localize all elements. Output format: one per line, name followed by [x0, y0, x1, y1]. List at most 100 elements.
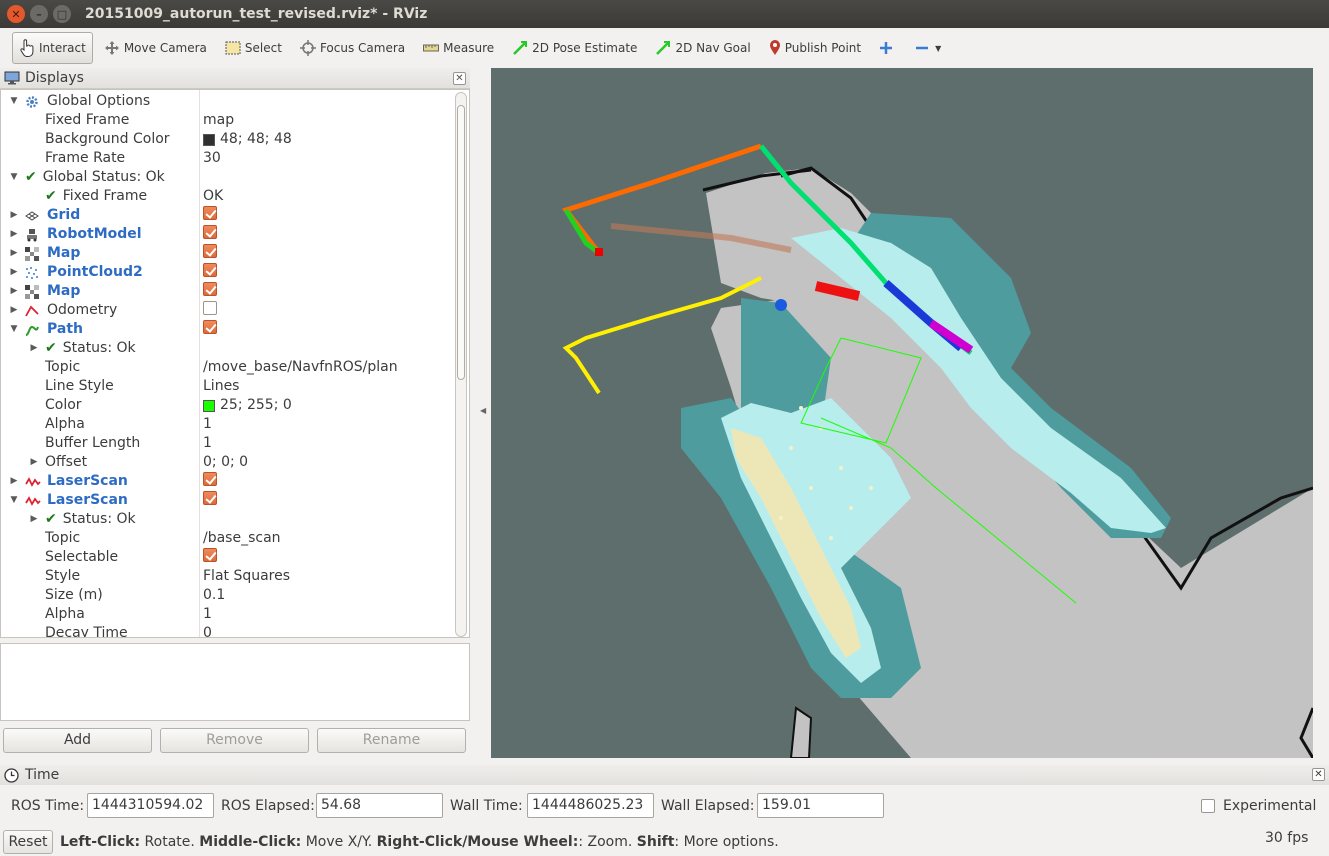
row-value[interactable]: 1: [203, 435, 212, 451]
tree-row-path-topic[interactable]: Topic /move_base/NavfnROS/plan: [1, 358, 455, 377]
row-value[interactable]: 1: [203, 606, 212, 622]
row-value[interactable]: /move_base/NavfnROS/plan: [203, 359, 398, 375]
wall-time-field[interactable]: 1444486025.23: [527, 793, 654, 818]
tree-row-frame-rate[interactable]: Frame Rate 30: [1, 149, 455, 168]
rename-display-button[interactable]: Rename: [317, 728, 466, 753]
enabled-checkbox[interactable]: [203, 244, 217, 258]
select-tool-button[interactable]: Select: [218, 32, 289, 64]
minimize-window-button[interactable]: –: [30, 5, 48, 23]
ros-elapsed-field[interactable]: 54.68: [316, 793, 443, 818]
row-label: Alpha: [45, 416, 85, 432]
tree-row-offset[interactable]: ▶ Offset 0; 0; 0: [1, 453, 455, 472]
tree-row-size[interactable]: Size (m) 0.1: [1, 586, 455, 605]
tree-row-path[interactable]: ▼ Path: [1, 320, 455, 339]
row-value[interactable]: 0.1: [203, 587, 226, 603]
pose-estimate-tool-button[interactable]: 2D Pose Estimate: [505, 32, 644, 64]
row-value[interactable]: 0: [203, 625, 212, 638]
close-panel-icon[interactable]: ✕: [1312, 768, 1325, 781]
reset-button[interactable]: Reset: [3, 830, 53, 854]
collapse-arrow-icon[interactable]: ▶: [30, 343, 38, 353]
collapse-arrow-icon[interactable]: ▶: [10, 476, 18, 486]
collapse-arrow-icon[interactable]: ▶: [10, 286, 18, 296]
tree-row-laserscan[interactable]: ▶ LaserScan: [1, 472, 455, 491]
publish-point-tool-button[interactable]: Publish Point: [762, 32, 868, 64]
row-value[interactable]: 1: [203, 416, 212, 432]
enabled-checkbox[interactable]: [203, 263, 217, 277]
tree-row-global-status[interactable]: ▼ ✔ Global Status: Ok: [1, 168, 455, 187]
row-value[interactable]: Flat Squares: [203, 568, 291, 584]
displays-scrollbar[interactable]: [455, 92, 467, 637]
nav-goal-tool-button[interactable]: 2D Nav Goal: [648, 32, 757, 64]
enabled-checkbox[interactable]: [203, 301, 217, 315]
tree-row-fixed-frame[interactable]: Fixed Frame map: [1, 111, 455, 130]
interact-tool-button[interactable]: Interact: [12, 32, 93, 64]
enabled-checkbox[interactable]: [203, 472, 217, 486]
tree-row-laserscan-topic[interactable]: Topic /base_scan: [1, 529, 455, 548]
enabled-checkbox[interactable]: [203, 491, 217, 505]
collapse-arrow-icon[interactable]: ▶: [10, 229, 18, 239]
row-value[interactable]: 0; 0; 0: [203, 454, 249, 470]
collapse-arrow-icon[interactable]: ▶: [30, 514, 38, 524]
expand-arrow-icon[interactable]: ▼: [10, 495, 18, 505]
remove-display-button[interactable]: Remove: [160, 728, 309, 753]
close-window-button[interactable]: ✕: [7, 5, 25, 23]
row-value[interactable]: /base_scan: [203, 530, 281, 546]
remove-tool-menu[interactable]: ▼: [908, 32, 948, 64]
3d-render-viewport[interactable]: [491, 68, 1313, 758]
tree-row-path-status[interactable]: ▶ ✔ Status: Ok: [1, 339, 455, 358]
expand-arrow-icon[interactable]: ▼: [10, 324, 18, 334]
add-tool-button[interactable]: [872, 32, 904, 64]
gear-icon: [26, 95, 38, 108]
measure-tool-button[interactable]: Measure: [416, 32, 501, 64]
tree-row-map[interactable]: ▶ Map: [1, 244, 455, 263]
tree-row-line-style[interactable]: Line Style Lines: [1, 377, 455, 396]
expand-arrow-icon[interactable]: ▼: [10, 172, 18, 182]
nav-plan-path: [800, 337, 1077, 604]
tree-row-style[interactable]: Style Flat Squares: [1, 567, 455, 586]
tree-row-selectable[interactable]: Selectable: [1, 548, 455, 567]
tree-row-robot-model[interactable]: ▶ RobotModel: [1, 225, 455, 244]
tree-row-alpha[interactable]: Alpha 1: [1, 605, 455, 624]
selectable-checkbox[interactable]: [203, 548, 217, 562]
close-panel-icon[interactable]: ✕: [453, 71, 466, 85]
row-label: Path: [47, 321, 83, 337]
collapse-arrow-icon[interactable]: ▶: [10, 210, 18, 220]
enabled-checkbox[interactable]: [203, 282, 217, 296]
scrollbar-thumb[interactable]: [457, 105, 465, 380]
maximize-window-button[interactable]: □: [53, 5, 71, 23]
row-value[interactable]: 30: [203, 150, 221, 166]
ros-time-field[interactable]: 1444310594.02: [87, 793, 214, 818]
tree-row-odometry[interactable]: ▶ Odometry: [1, 301, 455, 320]
tree-row-background-color[interactable]: Background Color 48; 48; 48: [1, 130, 455, 149]
tree-row-buffer-length[interactable]: Buffer Length 1: [1, 434, 455, 453]
collapse-arrow-icon[interactable]: ▶: [30, 457, 38, 467]
collapse-left-icon[interactable]: ◀: [480, 406, 487, 415]
row-value[interactable]: 48; 48; 48: [220, 131, 292, 147]
tree-row-pointcloud2[interactable]: ▶ PointCloud2: [1, 263, 455, 282]
tree-row-color[interactable]: Color 25; 255; 0: [1, 396, 455, 415]
row-value[interactable]: 25; 255; 0: [220, 397, 292, 413]
collapse-arrow-icon[interactable]: ▶: [10, 248, 18, 258]
tree-row-laserscan[interactable]: ▼ LaserScan: [1, 491, 455, 510]
tree-row-laserscan-status[interactable]: ▶ ✔ Status: Ok: [1, 510, 455, 529]
tree-row-map[interactable]: ▶ Map: [1, 282, 455, 301]
row-value[interactable]: Lines: [203, 378, 240, 394]
wall-elapsed-field[interactable]: 159.01: [757, 793, 884, 818]
panel-splitter[interactable]: ◀: [471, 68, 491, 758]
collapse-arrow-icon[interactable]: ▶: [10, 305, 18, 315]
tree-row-global-options[interactable]: ▼ Global Options: [1, 92, 455, 111]
enabled-checkbox[interactable]: [203, 320, 217, 334]
tree-row-decay-time[interactable]: Decay Time 0: [1, 624, 455, 638]
tree-row-fixed-frame-status[interactable]: ✔ Fixed Frame OK: [1, 187, 455, 206]
tree-row-alpha[interactable]: Alpha 1: [1, 415, 455, 434]
add-display-button[interactable]: Add: [3, 728, 152, 753]
collapse-arrow-icon[interactable]: ▶: [10, 267, 18, 277]
move-camera-tool-button[interactable]: Move Camera: [97, 32, 214, 64]
expand-arrow-icon[interactable]: ▼: [10, 96, 18, 106]
enabled-checkbox[interactable]: [203, 206, 217, 220]
enabled-checkbox[interactable]: [203, 225, 217, 239]
focus-camera-tool-button[interactable]: Focus Camera: [293, 32, 412, 64]
tree-row-grid[interactable]: ▶ Grid: [1, 206, 455, 225]
row-value[interactable]: map: [203, 112, 235, 128]
experimental-checkbox[interactable]: [1201, 799, 1215, 813]
